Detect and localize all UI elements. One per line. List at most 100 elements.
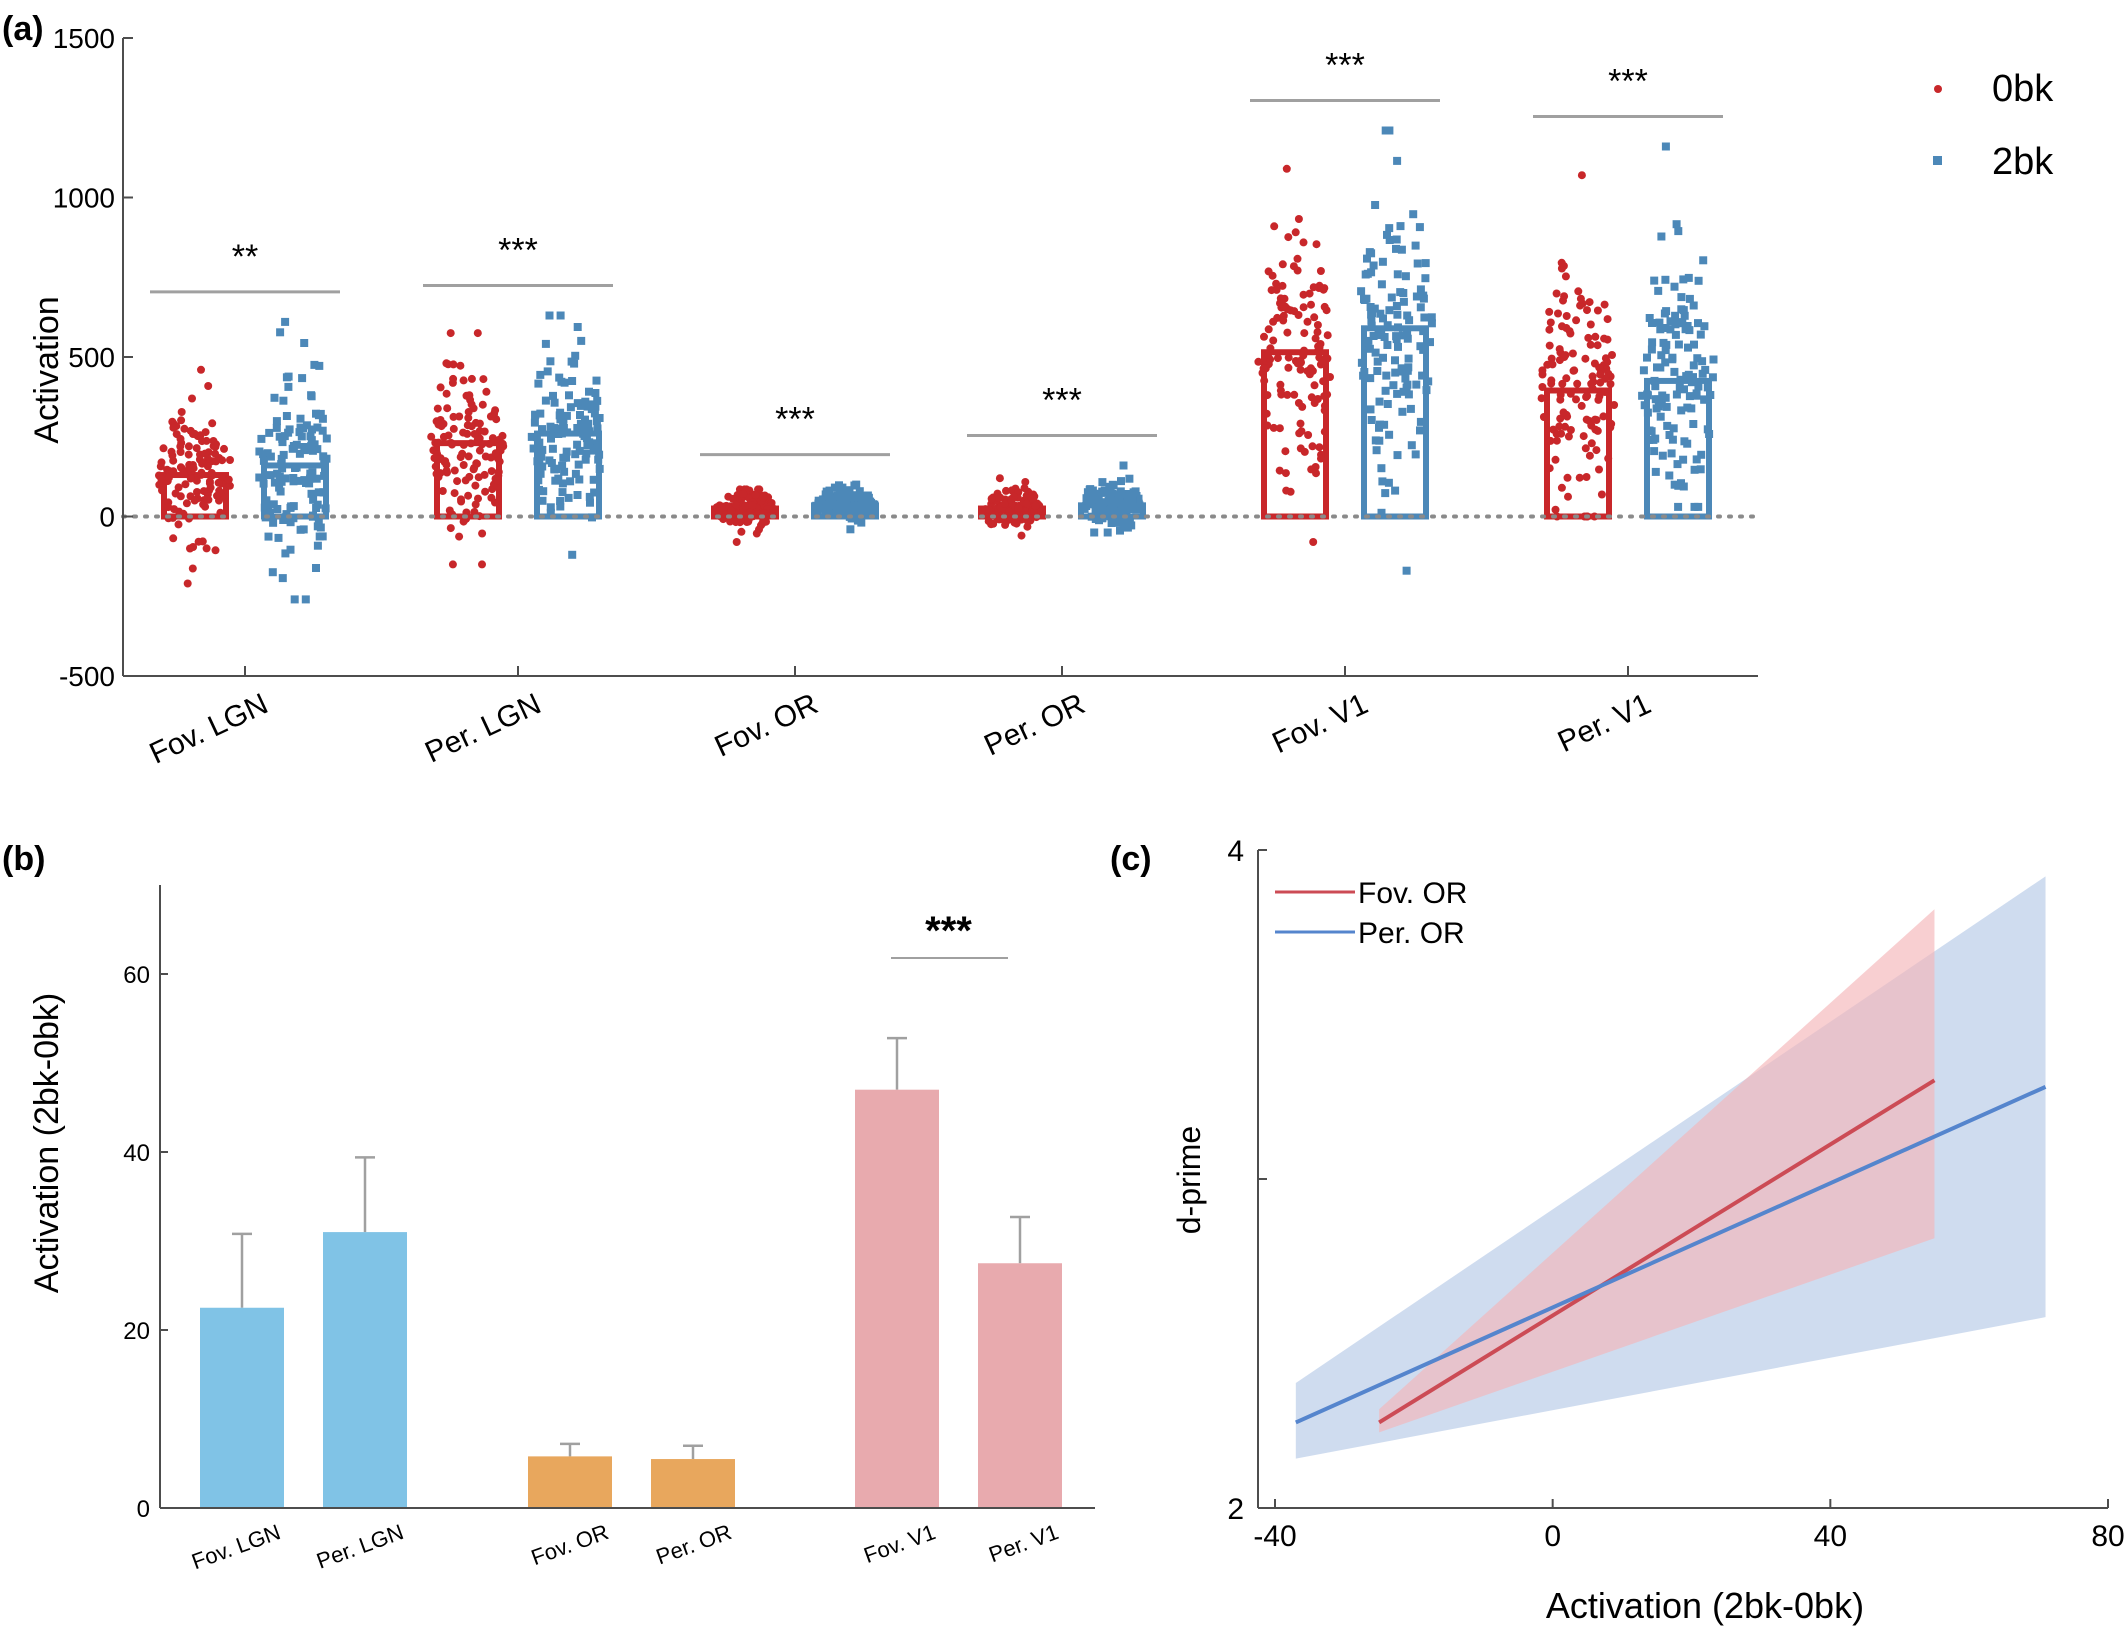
point-0bk [1601,388,1609,396]
point-2bk [851,493,859,501]
figure: (a) Activation Fov. LGN Per. LGN Fov. OR Pe… [0,0,2128,1631]
point-0bk [1577,295,1585,303]
point-2bk [289,445,297,453]
point-2bk [556,503,564,511]
point-2bk [590,476,598,484]
point-0bk [203,495,211,503]
point-2bk [1418,372,1426,380]
point-2bk [1124,493,1132,501]
point-2bk [260,457,268,465]
point-0bk [467,439,475,447]
point-2bk [1400,298,1408,306]
point-2bk [1669,436,1677,444]
point-2bk [296,450,304,458]
point-0bk [1018,532,1026,540]
point-0bk [1547,319,1555,327]
point-2bk [536,410,544,418]
point-2bk [539,497,547,505]
point-2bk [1366,248,1374,256]
point-2bk [1385,479,1393,487]
point-0bk [435,421,443,429]
point-2bk [271,394,279,402]
point-2bk [1393,236,1401,244]
point-2bk [575,461,583,469]
point-0bk [1266,344,1274,352]
point-0bk [1587,321,1595,329]
point-2bk [1657,413,1665,421]
point-2bk [305,446,313,454]
point-2bk [1372,436,1380,444]
x-tick-label: -40 [1253,1520,1296,1553]
point-0bk [1298,427,1306,435]
point-2bk [1677,293,1685,301]
point-0bk [1279,260,1287,268]
point-0bk [1596,371,1604,379]
point-0bk [447,524,455,532]
significance-label: *** [1325,47,1365,85]
point-2bk [1677,479,1685,487]
point-0bk [1598,491,1606,499]
point-0bk [439,487,447,495]
point-0bk [744,518,752,526]
point-0bk [197,366,205,374]
point-0bk [1587,380,1595,388]
point-0bk [471,482,479,490]
point-0bk [1321,303,1329,311]
point-2bk [1368,416,1376,424]
point-2bk [557,312,565,320]
point-0bk [1599,412,1607,420]
point-0bk [191,430,199,438]
point-2bk [1422,259,1430,267]
point-2bk [1693,354,1701,362]
point-2bk [1657,233,1665,241]
point-0bk [1595,466,1603,474]
point-2bk [284,429,292,437]
point-2bk [320,460,328,468]
point-2bk [1680,385,1688,393]
point-2bk [559,488,567,496]
point-0bk [478,530,486,538]
point-2bk [1090,529,1098,537]
point-0bk [1276,467,1284,475]
point-2bk [1090,493,1098,501]
point-2bk [545,456,553,464]
point-0bk [1594,307,1602,315]
point-2bk [291,464,299,472]
point-2bk [1375,424,1383,432]
point-0bk [487,494,495,502]
bar [651,1459,735,1508]
point-0bk [1298,403,1306,411]
point-0bk [1546,342,1554,350]
point-2bk [1367,405,1375,413]
point-0bk [1290,391,1298,399]
point-0bk [450,425,458,433]
point-0bk [1580,432,1588,440]
point-0bk [172,490,180,498]
point-0bk [1319,377,1327,385]
point-0bk [460,376,468,384]
point-2bk [1654,287,1662,295]
point-0bk [189,565,197,573]
point-2bk [842,497,850,505]
point-2bk [1359,372,1367,380]
point-2bk [552,465,560,473]
x-tick-label: 0 [1544,1520,1561,1553]
point-0bk [209,437,217,445]
point-2bk [547,435,555,443]
point-0bk [165,474,173,482]
point-0bk [479,375,487,383]
point-2bk [1704,383,1712,391]
point-2bk [554,475,562,483]
point-0bk [169,424,177,432]
point-0bk [1586,452,1594,460]
point-0bk [1314,321,1322,329]
x-tick-label: Per. V1 [1553,687,1656,758]
point-2bk [1132,487,1140,495]
point-0bk [186,545,194,553]
point-0bk [175,520,183,528]
point-0bk [446,507,454,515]
x-tick-label: Fov. V1 [1267,687,1373,760]
point-0bk [1265,267,1273,275]
point-2bk [544,367,552,375]
point-0bk [739,490,747,498]
